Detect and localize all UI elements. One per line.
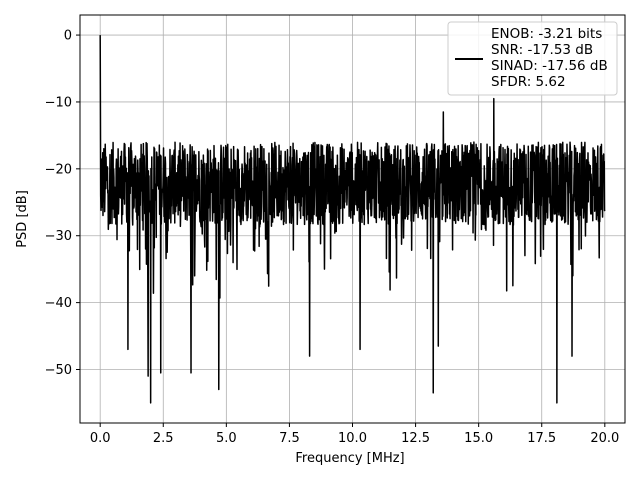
legend: ENOB: -3.21 bits SNR: -17.53 dB SINAD: -… bbox=[447, 21, 618, 96]
legend-line-sinad: SINAD: -17.56 dB bbox=[491, 58, 608, 74]
x-tick-label: 12.5 bbox=[401, 431, 430, 446]
y-axis-ticks: 0 −10 −20 −30 −40 −50 bbox=[45, 29, 80, 378]
y-tick-label: −30 bbox=[45, 229, 72, 244]
x-tick-label: 15.0 bbox=[464, 431, 493, 446]
y-tick-label: −40 bbox=[45, 296, 72, 311]
x-tick-label: 2.5 bbox=[153, 431, 174, 446]
y-tick-label: 0 bbox=[64, 29, 72, 44]
x-axis-ticks: 0.0 2.5 5.0 7.5 10.0 12.5 15.0 17.5 20.0 bbox=[90, 423, 619, 446]
x-tick-label: 17.5 bbox=[527, 431, 556, 446]
legend-box bbox=[447, 21, 618, 96]
x-tick-label: 5.0 bbox=[216, 431, 237, 446]
legend-line-snr: SNR: -17.53 dB bbox=[491, 42, 593, 58]
legend-line-enob: ENOB: -3.21 bits bbox=[491, 26, 602, 42]
y-tick-label: −10 bbox=[45, 95, 72, 110]
y-axis-label: PSD [dB] bbox=[15, 190, 30, 248]
psd-series-line bbox=[99, 35, 606, 404]
legend-line-sfdr: SFDR: 5.62 bbox=[491, 74, 566, 90]
x-tick-label: 10.0 bbox=[338, 431, 367, 446]
y-tick-label: −20 bbox=[45, 162, 72, 177]
series-layer bbox=[99, 35, 606, 404]
x-tick-label: 0.0 bbox=[90, 431, 111, 446]
x-tick-label: 20.0 bbox=[590, 431, 619, 446]
x-axis-label: Frequency [MHz] bbox=[295, 451, 404, 466]
x-tick-label: 7.5 bbox=[279, 431, 300, 446]
y-tick-label: −50 bbox=[45, 363, 72, 378]
